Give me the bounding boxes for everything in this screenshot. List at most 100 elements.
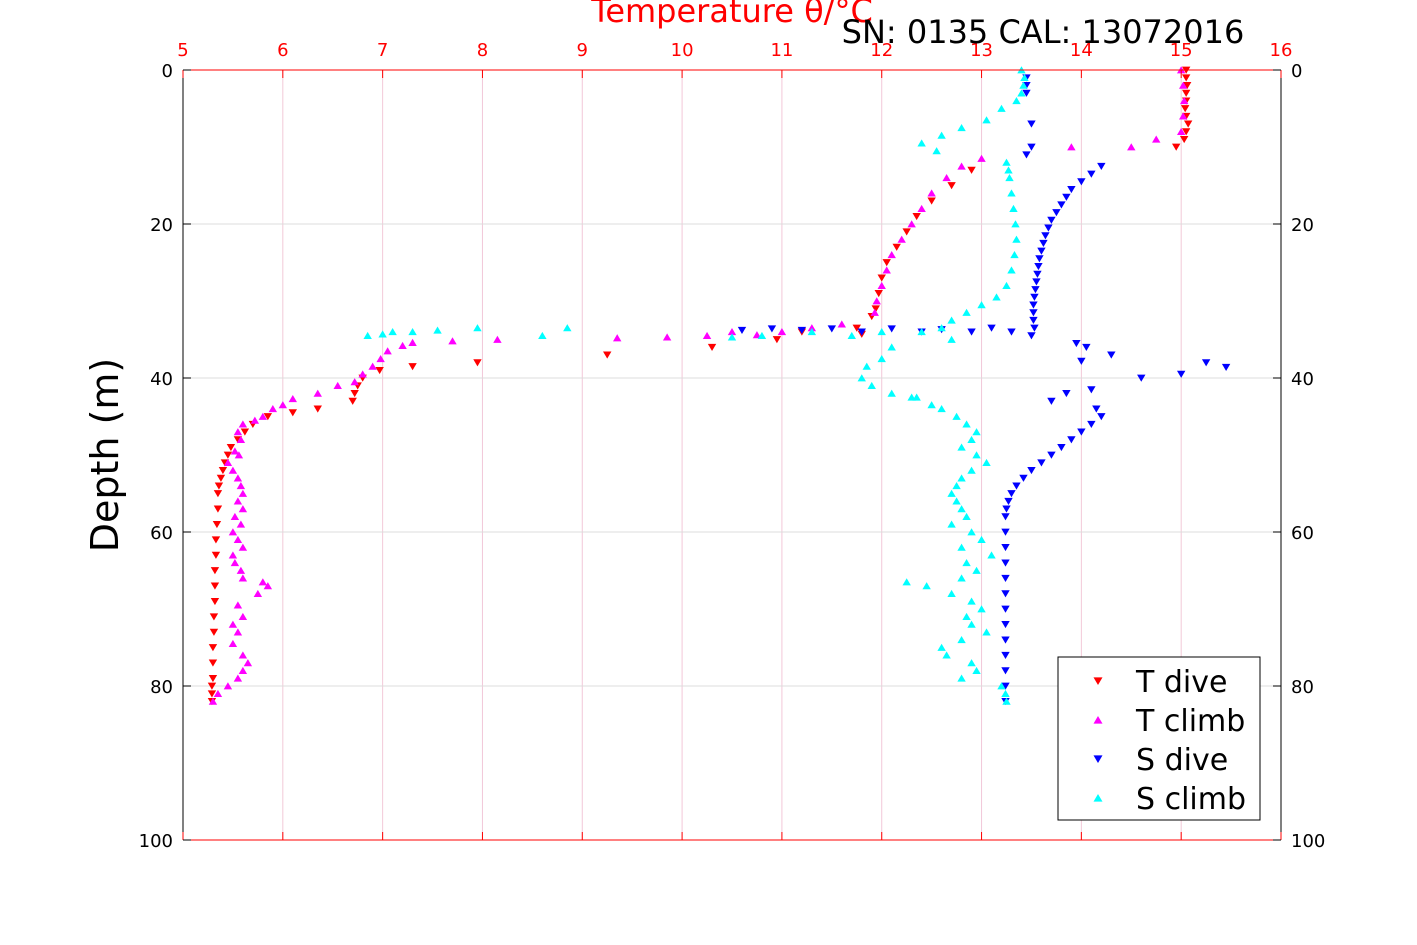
data-point xyxy=(707,343,717,351)
data-point xyxy=(967,597,976,605)
data-point xyxy=(350,390,359,398)
data-point xyxy=(613,334,622,342)
x-tick-label: 10 xyxy=(671,40,694,61)
data-point xyxy=(263,413,273,421)
data-point xyxy=(1092,405,1101,413)
data-point xyxy=(228,620,238,628)
data-point xyxy=(603,351,612,359)
data-point xyxy=(1152,135,1161,143)
legend-marker xyxy=(1093,677,1103,686)
y-tick-label-left: 100 xyxy=(139,831,173,852)
data-point xyxy=(947,316,956,324)
data-point xyxy=(827,325,837,333)
data-point xyxy=(1002,158,1011,166)
data-point xyxy=(1097,413,1106,421)
data-point xyxy=(947,589,956,597)
data-point xyxy=(1201,359,1211,367)
data-point xyxy=(1176,370,1186,378)
data-point xyxy=(1027,467,1036,475)
data-point xyxy=(1020,73,1029,82)
data-point xyxy=(230,559,240,567)
data-point xyxy=(1047,216,1056,224)
data-point xyxy=(852,324,861,332)
data-point xyxy=(1057,201,1066,209)
data-point xyxy=(228,528,238,536)
data-point xyxy=(917,204,926,212)
data-point xyxy=(1082,343,1091,351)
data-point xyxy=(433,326,442,334)
data-point xyxy=(278,401,288,409)
data-point xyxy=(1001,528,1010,536)
data-point xyxy=(977,605,986,613)
data-point xyxy=(1137,374,1146,382)
x-tick-label: 12 xyxy=(870,40,893,61)
data-point xyxy=(752,331,762,339)
data-point xyxy=(1029,301,1038,309)
data-point xyxy=(947,182,956,190)
data-point xyxy=(1176,127,1186,135)
data-point xyxy=(1179,97,1189,105)
data-point xyxy=(493,335,502,343)
data-point xyxy=(897,235,906,243)
data-point xyxy=(957,574,966,582)
data-point xyxy=(957,474,966,482)
data-point xyxy=(957,636,966,644)
data-point xyxy=(1001,590,1010,598)
x-tick-label: 11 xyxy=(770,40,793,61)
data-point xyxy=(1107,351,1116,359)
data-point xyxy=(212,520,222,529)
data-point xyxy=(213,689,223,698)
data-point xyxy=(927,401,936,409)
y-tick-label-right: 80 xyxy=(1291,677,1314,698)
y-tick-label-left: 80 xyxy=(150,677,173,698)
x-tick-label: 15 xyxy=(1170,40,1193,61)
data-point xyxy=(1002,697,1011,705)
data-point xyxy=(1044,224,1053,232)
data-point xyxy=(388,328,397,336)
x-tick-label: 7 xyxy=(377,40,388,61)
y-axis-label: Depth (m) xyxy=(83,358,127,553)
data-point xyxy=(1178,81,1188,89)
data-point xyxy=(448,337,457,345)
data-point xyxy=(987,324,996,332)
legend-marker xyxy=(1093,715,1103,724)
data-point xyxy=(1182,82,1192,90)
data-point xyxy=(967,466,976,474)
data-point xyxy=(1057,443,1066,452)
data-point xyxy=(972,666,981,674)
data-point xyxy=(1052,209,1061,217)
data-point xyxy=(967,528,976,536)
data-point xyxy=(268,405,278,413)
data-point xyxy=(1062,390,1071,398)
data-point xyxy=(1179,135,1189,144)
data-point xyxy=(797,326,807,335)
data-point xyxy=(1001,651,1010,659)
data-point xyxy=(972,566,981,574)
data-point xyxy=(874,289,883,298)
data-point xyxy=(857,374,866,382)
data-point xyxy=(1004,166,1013,174)
data-point xyxy=(807,324,817,332)
data-point xyxy=(1027,332,1036,340)
data-point xyxy=(962,612,971,621)
series-s-climb xyxy=(363,66,1029,705)
data-point xyxy=(376,354,385,363)
data-point xyxy=(1019,474,1028,482)
data-point xyxy=(408,363,417,371)
data-point xyxy=(942,651,951,659)
data-point xyxy=(1087,420,1096,428)
data-point xyxy=(777,328,787,336)
data-point xyxy=(967,435,976,443)
data-point xyxy=(1017,89,1026,97)
data-point xyxy=(216,474,226,482)
x-tick-label: 8 xyxy=(477,40,488,61)
legend-box xyxy=(1057,656,1261,821)
data-point xyxy=(1180,105,1190,113)
data-point xyxy=(313,389,322,397)
data-point xyxy=(1007,490,1016,498)
data-point xyxy=(208,697,218,705)
data-point xyxy=(1097,162,1106,171)
data-point xyxy=(947,489,956,497)
data-point xyxy=(1041,232,1050,240)
